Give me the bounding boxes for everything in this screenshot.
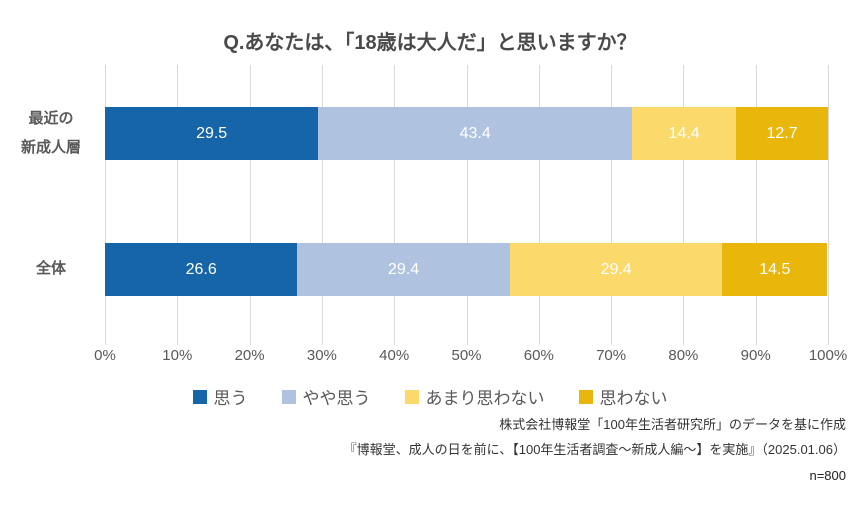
x-axis-tick: 30% [306, 347, 337, 364]
gridline [683, 65, 685, 345]
gridline [394, 65, 396, 345]
gridline [755, 65, 757, 345]
footer-source-line2: 『博報堂、成人の日を前に、【100年生活者調査～新成人編～】を実施』（2025.… [343, 442, 846, 457]
plot-area: 0% 10% 20% 30% 40% 50% 60% 70% 80% 90% 100% 29.5 43.… [94, 65, 847, 364]
legend-label: やや思う [302, 389, 371, 408]
legend-swatch-icon [281, 389, 296, 404]
legend-swatch-icon [192, 389, 207, 404]
x-axis-tick: 40% [379, 347, 410, 364]
gridline [611, 65, 613, 345]
legend-label: 思わない [599, 389, 668, 408]
bar-segment: 29.5 [105, 107, 319, 160]
category-label: 全体 [35, 260, 66, 278]
legend: 思う やや思う あまり思わない 思わない [0, 384, 860, 409]
bar-segment: 29.4 [297, 243, 510, 296]
legend-item: やや思う [281, 384, 371, 409]
bar-row: 29.5 43.4 14.4 12.7 [105, 107, 828, 160]
chart-title: Q.あなたは、「18歳は大人だ」と思いますか？ [223, 32, 637, 54]
bar-segment: 12.7 [736, 107, 828, 160]
legend-item: 思う [192, 384, 248, 409]
legend-label: 思う [213, 389, 248, 408]
x-axis-tick: 60% [523, 347, 554, 364]
gridline [105, 65, 106, 345]
footer-source-line1: 株式会社博報堂「100年生活者研究所」のデータを基に作成 [499, 417, 846, 432]
x-axis-tick: 70% [596, 347, 627, 364]
legend-item: あまり思わない [404, 384, 545, 409]
bar-segment: 29.4 [509, 243, 723, 296]
x-axis-tick: 50% [451, 347, 482, 364]
gridline [538, 65, 540, 345]
x-axis-tick: 100% [808, 347, 848, 364]
x-axis-tick: 0% [94, 347, 116, 364]
x-axis-tick: 20% [234, 347, 265, 364]
legend-swatch-icon [404, 389, 419, 404]
bar-segment: 14.4 [632, 107, 737, 160]
footer: 株式会社博報堂「100年生活者研究所」のデータを基に作成 『博報堂、成人の日を前… [344, 418, 846, 483]
bar-row: 26.6 29.4 29.4 14.5 [105, 243, 828, 296]
bar-segment: 26.6 [105, 243, 298, 296]
gridline [466, 65, 468, 345]
bar-segment: 14.5 [722, 243, 828, 296]
gridline [249, 65, 251, 345]
x-axis-tick: 90% [740, 347, 771, 364]
sample-size: n=800 [809, 468, 846, 483]
x-axis-tick: 80% [668, 347, 699, 364]
legend-item: 思わない [578, 384, 668, 409]
gridline [828, 65, 829, 345]
legend-label: あまり思わない [425, 389, 545, 408]
category-label: 最近の 新成人層 [20, 110, 81, 156]
bar-segment: 43.4 [318, 107, 633, 160]
x-axis-tick: 10% [162, 347, 193, 364]
gridline [321, 65, 323, 345]
legend-swatch-icon [578, 389, 593, 404]
gridline [177, 65, 179, 345]
